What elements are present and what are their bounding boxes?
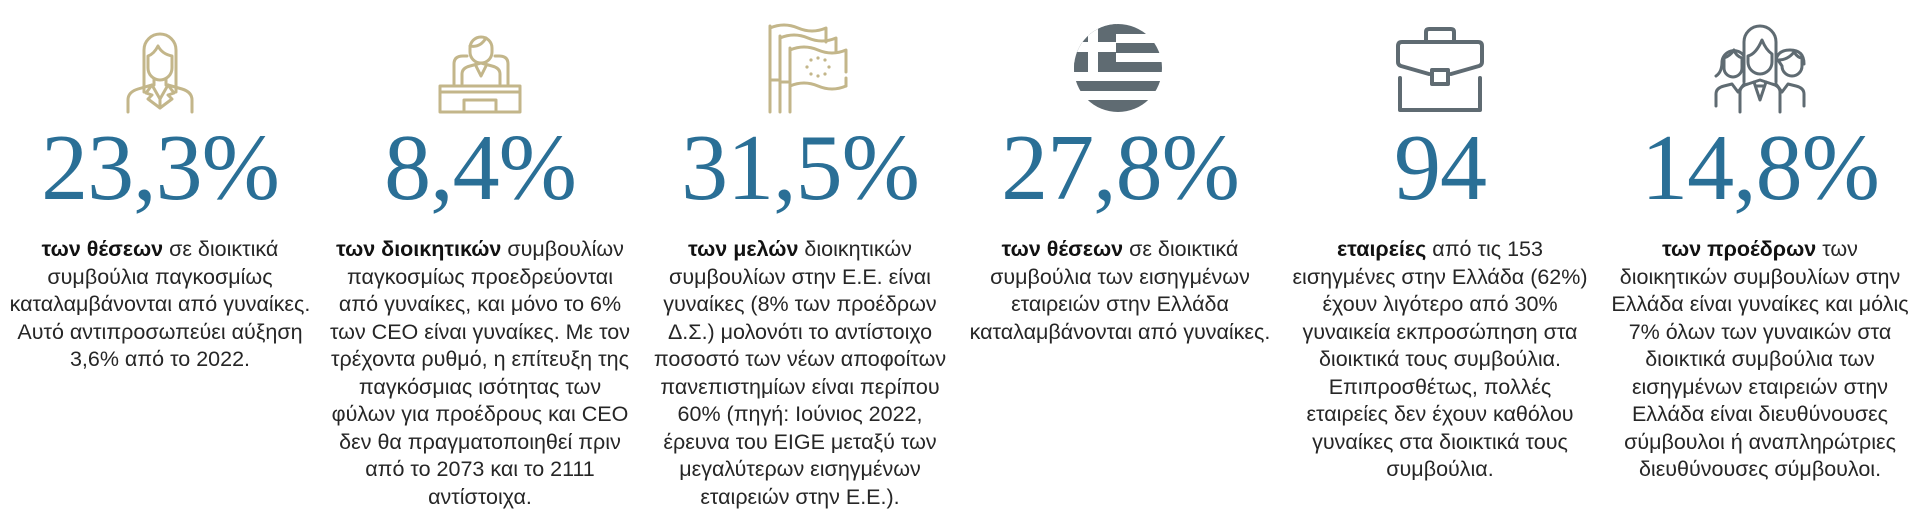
businesswoman-icon [110,22,210,114]
stat-description-bold: των μελών [688,237,799,261]
stat-card-greece-board-seats: 27,8% των θέσεων σε διοικτικά συμβούλια … [960,0,1280,528]
stat-description-bold: των θέσεων [1001,237,1124,261]
stat-card-eu-board-members: 31,5% των μελών διοικητικών συμβουλίων σ… [640,0,960,528]
stat-card-greece-board-chairs: 14,8% των προέδρων των διοικητικών συμβο… [1600,0,1920,528]
stat-description-bold: των θέσεων [41,237,164,261]
stat-description-rest: συμβουλίων παγκοσμίως προεδρεύονται από … [329,237,631,509]
group-of-women-icon [1710,22,1810,114]
stat-description-rest: από τις 153 εισηγμένες στην Ελλάδα (62%)… [1292,237,1588,481]
stat-value: 94 [1394,116,1487,220]
stat-description-rest: διοικητικών συμβουλίων στην Ε.Ε. είναι γ… [653,237,947,509]
stat-value: 31,5% [681,116,920,220]
stat-value: 23,3% [41,116,280,220]
stat-description: των θέσεων σε διοικτικά συμβούλια παγκοσ… [8,236,312,374]
stat-value: 27,8% [1001,116,1240,220]
stat-description: των μελών διοικητικών συμβουλίων στην Ε.… [648,236,952,511]
stat-description: των προέδρων των διοικητικών συμβουλίων … [1608,236,1912,484]
stat-description-rest: των διοικητικών συμβουλίων στην Ελλάδα ε… [1611,237,1909,481]
stat-description-bold: των διοικητικών [336,237,502,261]
stat-card-greek-companies: 94 εταιρείες από τις 153 εισηγμένες στην… [1280,0,1600,528]
stat-value: 14,8% [1641,116,1880,220]
stat-card-global-board-chairs: 8,4% των διοικητικών συμβουλίων παγκοσμί… [320,0,640,528]
stat-description: των θέσεων σε διοικτικά συμβούλια των ει… [968,236,1272,346]
stat-description-bold: εταιρείες [1337,237,1427,261]
stat-description: των διοικητικών συμβουλίων παγκοσμίως πρ… [328,236,632,511]
stat-description-rest: σε διοικτικά συμβούλια παγκοσμίως καταλα… [9,237,311,371]
stat-description-rest: σε διοικτικά συμβούλια των εισηγμένων ετ… [969,237,1271,344]
stat-description-bold: των προέδρων [1662,237,1817,261]
stat-description: εταιρείες από τις 153 εισηγμένες στην Ελ… [1288,236,1592,484]
briefcase-icon [1390,22,1490,114]
eu-flags-icon [750,22,850,114]
stat-value: 8,4% [384,116,577,220]
greek-flag-icon [1070,22,1170,114]
stat-card-global-board-seats: 23,3% των θέσεων σε διοικτικά συμβούλια … [0,0,320,528]
chairperson-desk-icon [430,22,530,114]
